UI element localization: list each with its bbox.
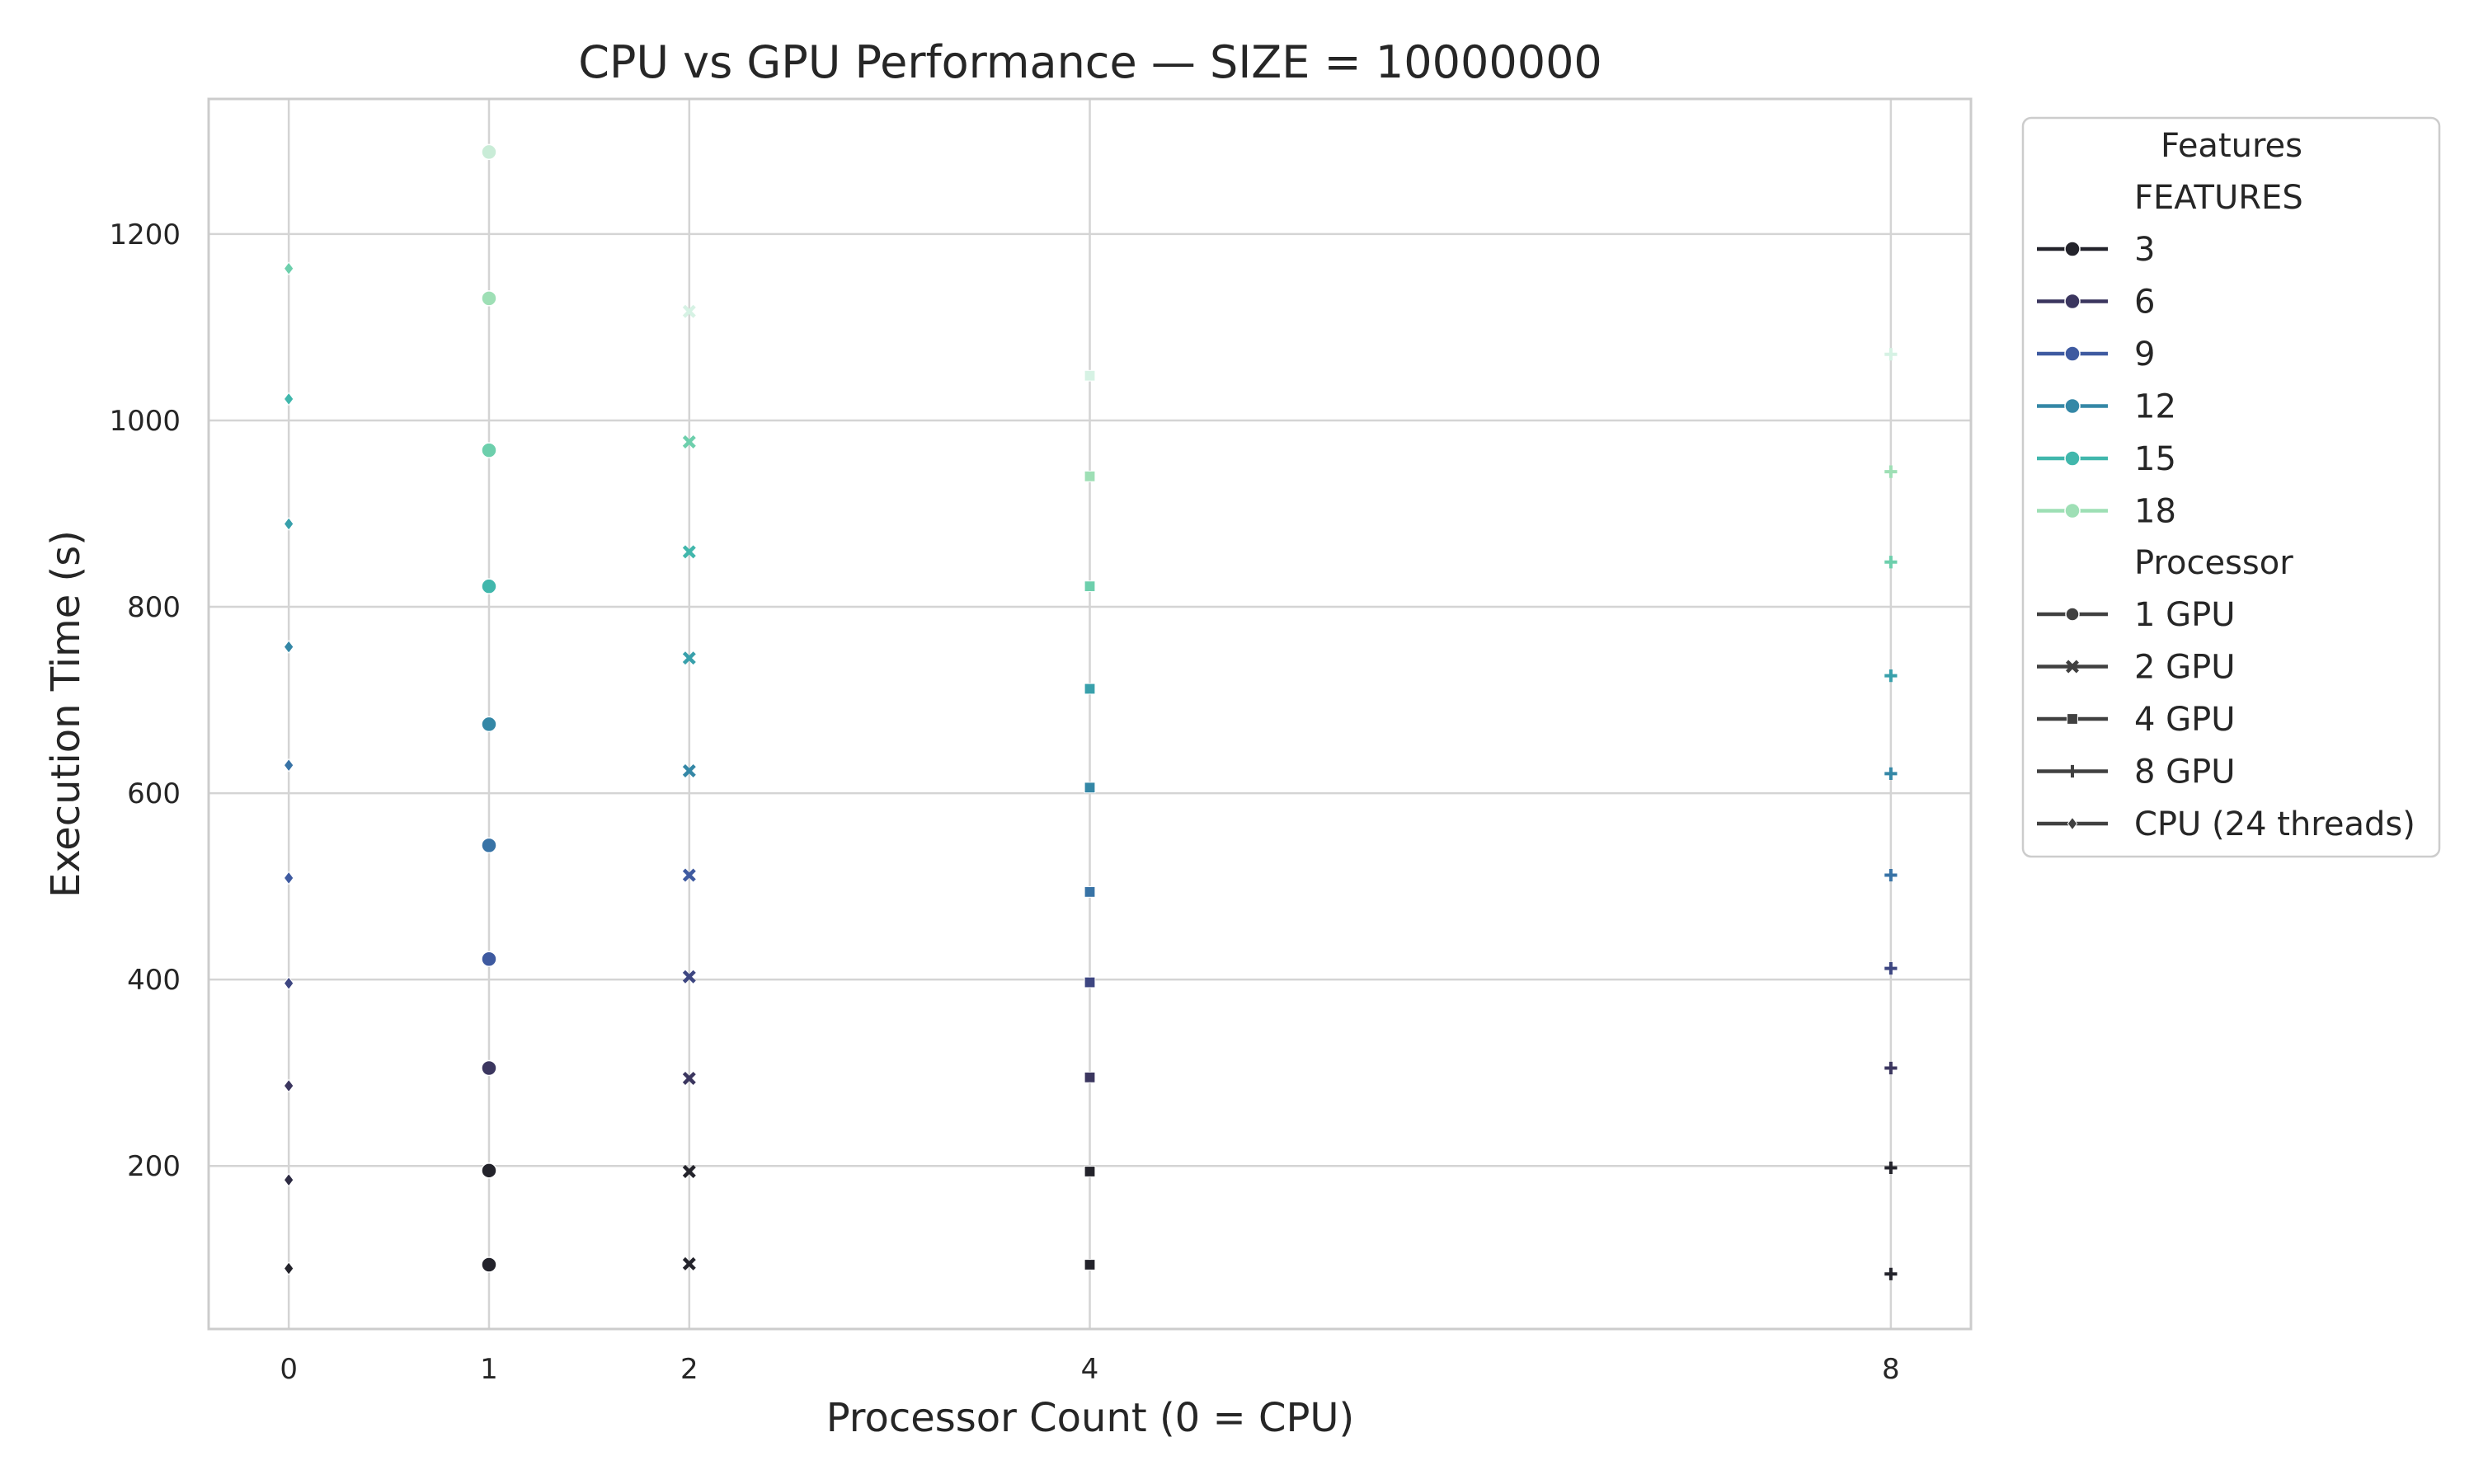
legend-processor-label: 1 GPU	[2134, 596, 2236, 634]
legend-feature-label: 12	[2134, 388, 2176, 426]
data-point	[1084, 683, 1096, 695]
data-point	[283, 1261, 294, 1275]
data-point	[481, 1256, 497, 1273]
data-point	[283, 976, 294, 991]
legend-processor-label: 4 GPU	[2134, 701, 2236, 739]
data-point	[481, 1059, 497, 1077]
data-point	[1884, 1267, 1898, 1280]
legend-feature-label: 15	[2134, 440, 2176, 478]
legend-feature-marker	[2064, 397, 2081, 415]
data-point	[1884, 1161, 1898, 1175]
legend-features-group: 3 6 9 12 15 18	[2037, 231, 2176, 531]
legend-processor-marker	[2067, 816, 2078, 831]
data-point	[481, 716, 497, 733]
legend-processor-label: 2 GPU	[2134, 649, 2236, 687]
data-point	[1884, 556, 1898, 569]
data-point	[283, 758, 294, 773]
data-point	[481, 578, 497, 594]
data-point	[481, 143, 497, 161]
data-point	[283, 516, 294, 531]
x-tick-label: 0	[280, 1353, 298, 1386]
data-point	[1084, 1166, 1096, 1177]
x-tick-label: 1	[480, 1353, 498, 1386]
data-point	[1884, 348, 1898, 361]
y-tick-label: 1200	[109, 218, 181, 251]
data-point	[1884, 868, 1898, 882]
chart-title: CPU vs GPU Performance — SIZE = 10000000	[578, 36, 1602, 88]
legend-feature-marker	[2064, 345, 2081, 362]
legend-processor-marker	[2065, 607, 2080, 622]
data-point	[682, 434, 696, 448]
x-axis-title: Processor Count (0 = CPU)	[826, 1395, 1355, 1441]
data-point	[1884, 767, 1898, 780]
legend-processor-label: 8 GPU	[2134, 754, 2236, 791]
legend-processor-marker	[2066, 660, 2079, 674]
legend-feature-marker	[2064, 293, 2081, 310]
data-point	[481, 290, 497, 307]
axis-ticks: 0 1 2 4 8 200 400 600 800 1000 1200	[109, 218, 1899, 1386]
y-tick-label: 200	[127, 1150, 181, 1183]
data-point	[481, 837, 497, 854]
data-point	[283, 640, 294, 655]
data-point	[1084, 1259, 1096, 1270]
legend-feature-marker	[2064, 241, 2081, 257]
legend-feature-label: 6	[2134, 284, 2155, 322]
legend-feature-marker	[2064, 450, 2081, 467]
x-tick-label: 8	[1882, 1353, 1900, 1386]
y-tick-label: 600	[127, 777, 181, 810]
data-point	[1084, 1071, 1096, 1083]
data-point	[283, 392, 294, 406]
data-point	[1084, 976, 1096, 989]
data-point	[1884, 1061, 1898, 1075]
plot-area	[207, 97, 1973, 1331]
legend: Features FEATURES 3 6 9 12 15 18 Processor 1 …	[2021, 116, 2441, 858]
data-point	[283, 261, 294, 276]
data-point	[682, 763, 696, 777]
legend-processor-marker	[2067, 713, 2078, 725]
y-tick-label: 800	[127, 591, 181, 624]
data-point	[1084, 580, 1096, 593]
legend-processor-label: CPU (24 threads)	[2134, 805, 2415, 843]
legend-heading-features: FEATURES	[2134, 179, 2303, 217]
data-point	[481, 1162, 497, 1179]
x-tick-label: 2	[680, 1353, 698, 1386]
legend-feature-label: 18	[2134, 493, 2176, 531]
data-point	[1084, 782, 1096, 794]
data-point	[682, 545, 696, 559]
legend-processors-group: 1 GPU 2 GPU 4 GPU 8 GPU CPU (24 threads)	[2037, 596, 2415, 843]
data-point	[481, 951, 497, 968]
data-point	[1884, 961, 1898, 975]
data-point	[283, 1172, 294, 1187]
legend-feature-label: 9	[2134, 336, 2155, 373]
legend-frame	[2021, 116, 2441, 858]
y-axis-title: Execution Time (s)	[43, 530, 89, 898]
data-point	[283, 871, 294, 885]
y-tick-label: 400	[127, 964, 181, 997]
legend-feature-marker	[2064, 502, 2081, 519]
x-tick-label: 4	[1081, 1353, 1099, 1386]
y-tick-label: 1000	[109, 405, 181, 438]
legend-feature-label: 3	[2134, 231, 2155, 269]
data-point	[1084, 470, 1096, 482]
legend-processor-marker	[2066, 764, 2079, 778]
data-point	[682, 868, 696, 882]
data-points	[283, 143, 1898, 1280]
gridlines	[209, 99, 1971, 1329]
data-point	[481, 442, 497, 458]
data-point	[682, 1256, 696, 1270]
data-point	[283, 1078, 294, 1093]
data-point	[1884, 669, 1898, 683]
data-point	[682, 970, 696, 984]
data-point	[1084, 369, 1096, 382]
data-point	[682, 651, 696, 665]
data-point	[682, 1071, 696, 1085]
legend-heading-processor: Processor	[2134, 544, 2293, 582]
data-point	[682, 1164, 696, 1178]
data-point	[682, 304, 696, 318]
data-point	[1084, 885, 1096, 898]
legend-title: Features	[2161, 127, 2302, 165]
data-point	[1884, 465, 1898, 478]
